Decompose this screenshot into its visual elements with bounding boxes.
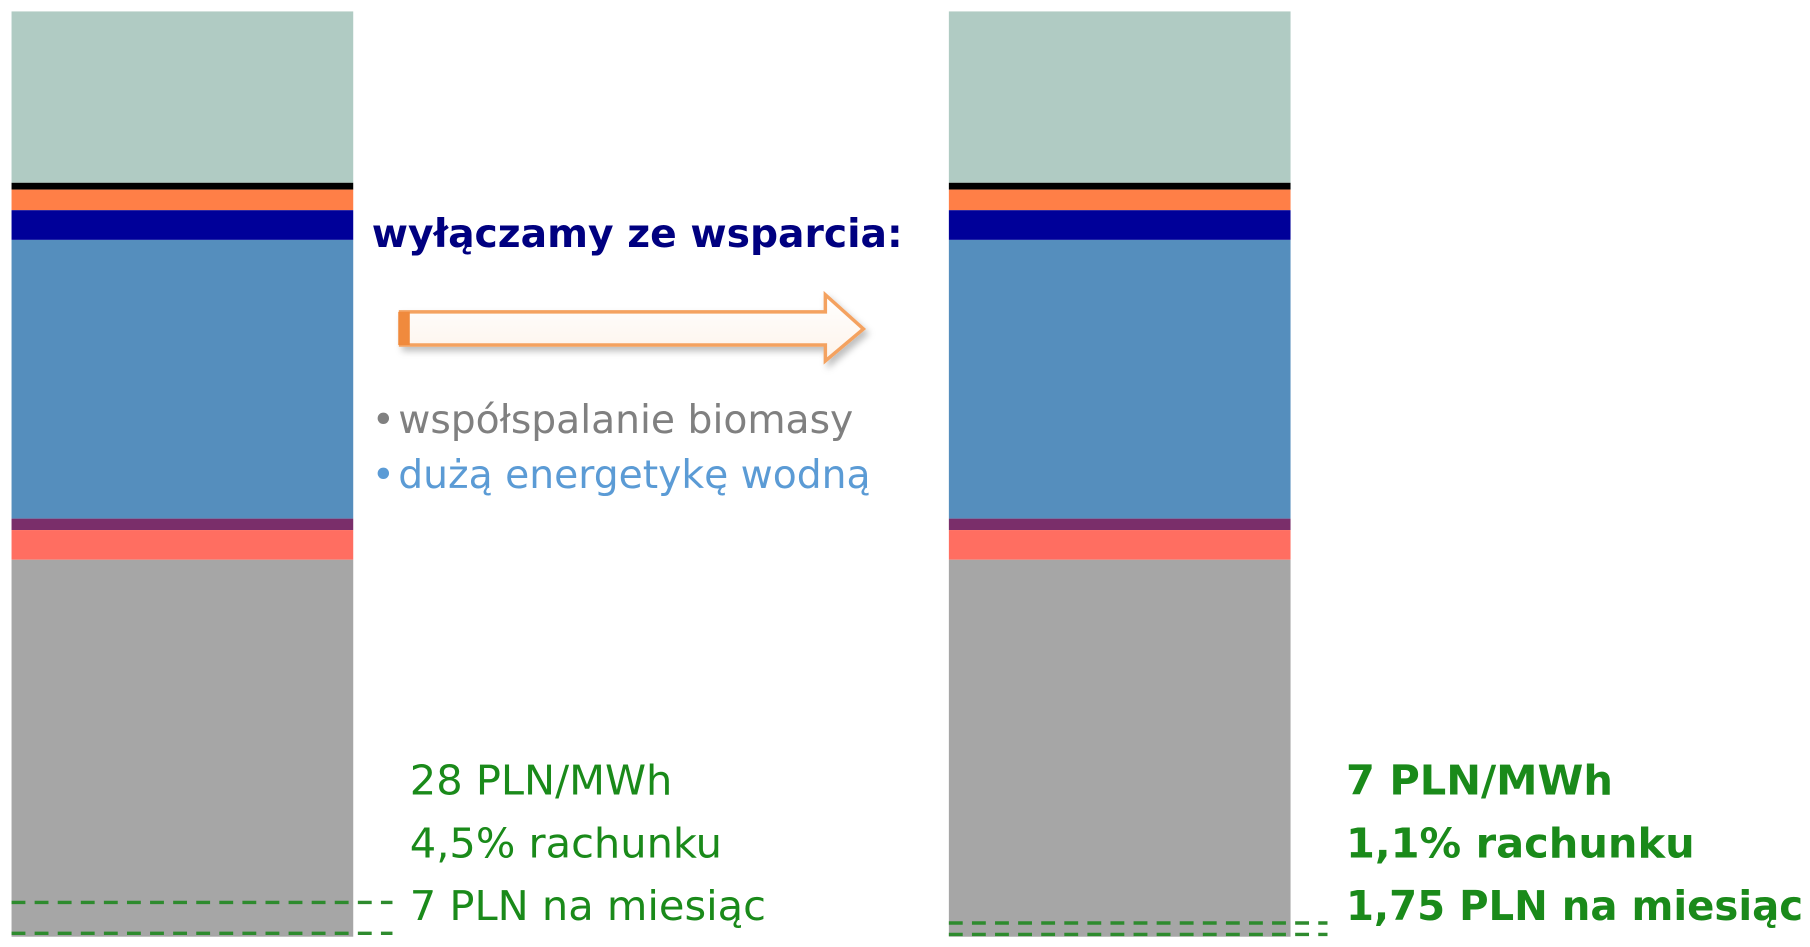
bullet: współspalanie biomasy xyxy=(398,398,853,443)
before-line: 28 PLN/MWh xyxy=(410,757,673,805)
after-line: 7 PLN/MWh xyxy=(1346,757,1613,805)
bullet-mark: • xyxy=(372,453,395,498)
before-text: 28 PLN/MWh 4,5% rachunku 7 PLN na miesią… xyxy=(410,757,766,930)
bar-before xyxy=(11,11,354,937)
bar-after xyxy=(948,11,1291,937)
arrow xyxy=(398,290,867,365)
before-line: 4,5% rachunku xyxy=(410,820,722,868)
bullet: dużą energetykę wodną xyxy=(398,453,870,498)
after-line: 1,1% rachunku xyxy=(1346,820,1695,868)
dashed-lines xyxy=(11,900,1328,937)
after-text: 7 PLN/MWh 1,1% rachunku 1,75 PLN na mies… xyxy=(1346,757,1803,930)
after-line: 1,75 PLN na miesiąc xyxy=(1346,882,1803,930)
before-line: 7 PLN na miesiąc xyxy=(410,882,766,930)
bullet-mark: • xyxy=(372,398,395,443)
heading: wyłączamy ze wsparcia: xyxy=(372,212,903,257)
